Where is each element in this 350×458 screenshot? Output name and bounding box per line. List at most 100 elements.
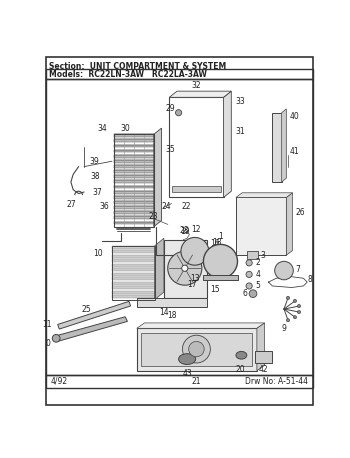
Text: 13: 13 (190, 274, 200, 284)
Circle shape (293, 316, 296, 319)
Bar (113, 201, 154, 204)
Text: 23: 23 (148, 212, 158, 221)
Polygon shape (58, 301, 131, 329)
Ellipse shape (178, 354, 196, 365)
Circle shape (175, 109, 182, 116)
Text: 28: 28 (179, 226, 189, 235)
Bar (113, 185, 154, 188)
Text: 21: 21 (192, 377, 201, 386)
Bar (113, 180, 154, 183)
Text: 4: 4 (256, 270, 260, 279)
Text: 37: 37 (92, 187, 102, 196)
Circle shape (286, 319, 289, 322)
Circle shape (275, 262, 293, 280)
Text: 19: 19 (180, 227, 190, 236)
Bar (172, 186, 221, 192)
Bar (113, 139, 154, 142)
Text: 35: 35 (166, 145, 175, 154)
Bar (112, 282, 155, 284)
Text: 5: 5 (256, 282, 260, 290)
Circle shape (203, 245, 238, 278)
Text: 31: 31 (235, 127, 245, 136)
Circle shape (249, 290, 257, 298)
Bar (113, 134, 154, 137)
Text: 17: 17 (187, 280, 197, 289)
Bar (113, 222, 154, 224)
Text: 38: 38 (90, 172, 99, 181)
Bar (164, 240, 206, 298)
Text: 34: 34 (98, 124, 107, 133)
Circle shape (246, 271, 252, 278)
Bar (112, 268, 155, 271)
Bar (112, 246, 155, 300)
Text: 27: 27 (66, 200, 76, 209)
Text: 33: 33 (235, 97, 245, 106)
Text: 41: 41 (289, 147, 299, 156)
Bar (254, 351, 272, 363)
Text: 0: 0 (45, 339, 50, 348)
Bar (46, 79, 313, 375)
Bar (113, 145, 154, 147)
Circle shape (168, 251, 202, 285)
Text: 42: 42 (258, 365, 268, 374)
Bar (113, 196, 154, 199)
Bar (112, 295, 155, 298)
Polygon shape (55, 317, 127, 341)
Bar (113, 191, 154, 194)
Ellipse shape (236, 351, 247, 359)
Polygon shape (154, 128, 162, 227)
Text: 22: 22 (182, 202, 191, 211)
Bar (112, 259, 155, 262)
Polygon shape (155, 238, 164, 300)
Polygon shape (257, 323, 265, 371)
Bar (112, 278, 155, 280)
Text: Drw No: A-51-44: Drw No: A-51-44 (245, 377, 308, 386)
Text: 12: 12 (192, 225, 201, 234)
Circle shape (181, 237, 209, 265)
Circle shape (298, 305, 301, 308)
Bar (112, 251, 155, 253)
Bar (141, 333, 252, 366)
Bar (113, 211, 154, 214)
Polygon shape (286, 193, 293, 255)
Text: 9: 9 (281, 324, 286, 333)
Bar (247, 251, 258, 259)
Text: 20: 20 (235, 365, 245, 374)
Bar (113, 216, 154, 219)
Circle shape (298, 311, 301, 314)
Polygon shape (169, 91, 231, 97)
Text: 10: 10 (93, 249, 103, 258)
Bar (112, 255, 155, 257)
Bar (113, 155, 154, 158)
Bar (113, 160, 154, 163)
Text: Section:  UNIT COMPARTMENT & SYSTEM: Section: UNIT COMPARTMENT & SYSTEM (49, 62, 226, 71)
Text: 26: 26 (296, 208, 305, 217)
Text: 7: 7 (296, 265, 301, 273)
Bar (112, 291, 155, 294)
Text: 18: 18 (213, 238, 222, 246)
Bar (236, 197, 286, 255)
Text: 24: 24 (162, 202, 171, 211)
Bar (113, 150, 154, 153)
Text: 43: 43 (182, 369, 192, 378)
Circle shape (52, 334, 60, 342)
Text: 29: 29 (165, 104, 175, 114)
Text: 39: 39 (90, 157, 99, 166)
Text: 32: 32 (191, 81, 201, 90)
Circle shape (286, 296, 289, 300)
Polygon shape (236, 193, 293, 197)
Text: 3: 3 (261, 251, 266, 260)
Bar (112, 286, 155, 289)
Bar (113, 175, 154, 178)
Text: 11: 11 (42, 320, 51, 329)
Circle shape (293, 300, 296, 302)
Text: 30: 30 (120, 124, 130, 133)
Polygon shape (224, 91, 231, 197)
Polygon shape (282, 109, 286, 182)
Text: 4/92: 4/92 (51, 377, 68, 386)
Text: 16: 16 (210, 239, 220, 248)
Text: 40: 40 (289, 112, 299, 121)
Bar (46, 69, 313, 79)
Circle shape (182, 335, 210, 363)
Bar (112, 246, 155, 249)
